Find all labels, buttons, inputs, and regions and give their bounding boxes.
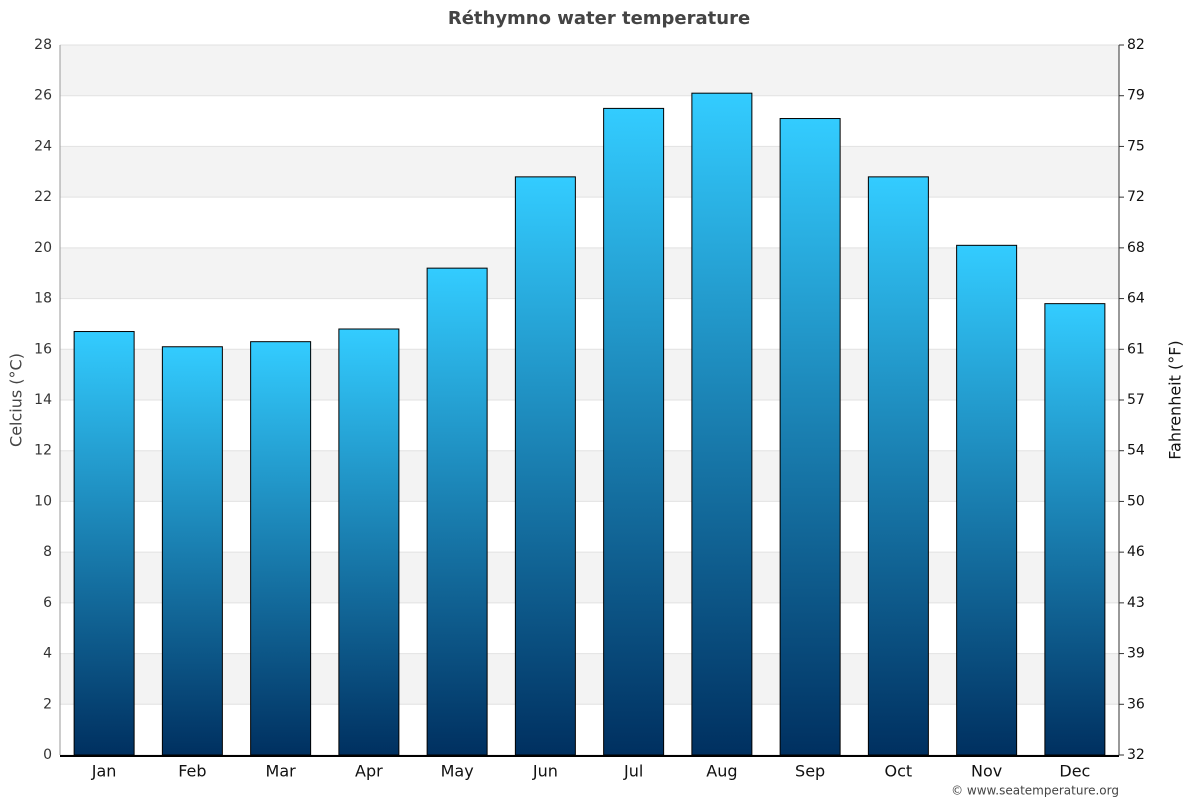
grid-band — [60, 653, 1119, 705]
y2-axis-label: Fahrenheit (°F) — [1166, 340, 1185, 459]
y2-tick-label: 57 — [1127, 392, 1145, 408]
x-tick-label: Jun — [532, 762, 558, 781]
x-tick-label: Sep — [795, 762, 825, 781]
y-tick-label: 10 — [34, 493, 52, 509]
y-tick-label: 16 — [34, 341, 52, 357]
chart-title: Réthymno water temperature — [448, 8, 750, 29]
y-tick-label: 8 — [43, 544, 52, 560]
x-tick-label: Jul — [623, 762, 643, 781]
y-tick-label: 26 — [34, 88, 52, 104]
y-tick-label: 14 — [34, 392, 52, 408]
y-tick-label: 22 — [34, 189, 52, 205]
bar — [73, 331, 135, 756]
y2-tick-label: 50 — [1127, 493, 1145, 509]
y2-tick-label: 46 — [1127, 544, 1145, 560]
bar — [691, 92, 753, 756]
y2-tick-label: 39 — [1127, 646, 1145, 662]
y2-tick-label: 36 — [1127, 696, 1145, 712]
grid-band — [60, 349, 1119, 400]
grid-band — [60, 146, 1119, 198]
y-tick-label: 18 — [34, 291, 52, 307]
y-tick-label: 0 — [43, 747, 52, 763]
grid-band — [60, 247, 1119, 299]
bar — [514, 176, 576, 756]
y-tick-label: 6 — [43, 595, 52, 611]
y2-tick-label: 82 — [1127, 37, 1145, 53]
x-tick-label: Feb — [178, 762, 206, 781]
x-tick-label: Apr — [355, 762, 383, 781]
y-tick-label: 12 — [34, 443, 52, 459]
bar — [603, 107, 665, 756]
y2-tick-label: 72 — [1127, 189, 1145, 205]
y-tick-label: 2 — [43, 696, 52, 712]
x-tick-label: Jan — [91, 762, 117, 781]
bar — [426, 267, 488, 756]
x-tick-label: Aug — [706, 762, 737, 781]
y2-tick-label: 68 — [1127, 240, 1145, 256]
bar — [867, 176, 929, 756]
bar — [956, 244, 1018, 756]
y2-tick-label: 79 — [1127, 88, 1145, 104]
y-tick-label: 24 — [34, 138, 52, 154]
y-axis-label: Celcius (°C) — [7, 353, 26, 447]
bar — [338, 328, 400, 756]
x-tick-label: Nov — [971, 762, 1002, 781]
x-tick-label: Oct — [885, 762, 913, 781]
y2-tick-label: 32 — [1127, 747, 1145, 763]
credit: © www.seatemperature.org — [951, 784, 1119, 798]
bar — [1044, 303, 1106, 756]
x-tick-label: May — [441, 762, 474, 781]
y-tick-label: 28 — [34, 37, 52, 53]
y2-tick-label: 64 — [1127, 291, 1145, 307]
grid-band — [60, 45, 1119, 96]
grid-band — [60, 552, 1119, 603]
x-tick-label: Dec — [1059, 762, 1090, 781]
y2-tick-label: 61 — [1127, 341, 1145, 357]
y-tick-label: 20 — [34, 240, 52, 256]
bar — [779, 118, 841, 756]
y2-tick-label: 54 — [1127, 443, 1145, 459]
x-tick-label: Mar — [266, 762, 297, 781]
y2-tick-label: 43 — [1127, 595, 1145, 611]
bar — [250, 341, 312, 756]
bar — [161, 346, 223, 756]
y2-tick-label: 75 — [1127, 138, 1145, 154]
y-tick-label: 4 — [43, 646, 52, 662]
grid-band — [60, 450, 1119, 502]
